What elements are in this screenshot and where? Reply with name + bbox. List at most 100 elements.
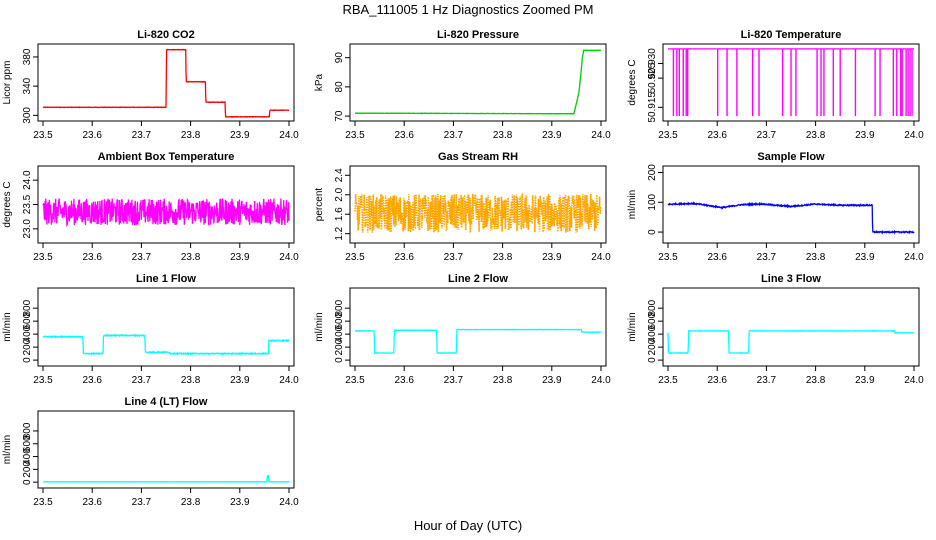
x-tick-label: 23.8 <box>181 375 201 386</box>
x-tick-label: 23.8 <box>493 252 513 263</box>
y-tick-label: 23.5 <box>22 194 33 214</box>
x-tick-label: 23.5 <box>33 497 53 508</box>
y-tick-label: 200 <box>334 338 345 355</box>
x-tick-label: 23.6 <box>82 375 102 386</box>
series-line <box>42 197 290 227</box>
panel-frame <box>37 410 295 489</box>
x-tick-label: 23.9 <box>230 497 250 508</box>
panel-4: Ambient Box Temperature degrees C 23.5 23.6… <box>2 151 299 263</box>
panel-ylabel: ml/min <box>627 190 638 219</box>
x-tick-label: 23.7 <box>444 375 464 386</box>
series-line <box>42 48 290 118</box>
y-tick-label: 80 <box>334 81 345 93</box>
x-tick-label: 23.5 <box>658 375 678 386</box>
x-tick-label: 23.6 <box>82 252 102 263</box>
panel-title: Li-820 Pressure <box>437 29 519 41</box>
panel-5: Gas Stream RH percent 23.5 23.6 23.7 23.8 23.9… <box>314 151 611 263</box>
x-tick-label: 23.6 <box>707 252 727 263</box>
x-tick-label: 23.8 <box>493 375 513 386</box>
y-tick-label: 2.0 <box>334 187 345 201</box>
y-tick-label: 200 <box>647 164 658 181</box>
panel-ylabel: ml/min <box>2 312 13 341</box>
y-tick-label: 800 <box>647 299 658 316</box>
y-tick-label: 0 <box>22 357 33 363</box>
y-tick-label: 0 <box>647 357 658 363</box>
x-tick-label: 24.0 <box>591 375 611 386</box>
y-tick-label: 800 <box>22 299 33 316</box>
x-tick-label: 23.9 <box>230 252 250 263</box>
series-line <box>667 329 914 354</box>
x-tick-label: 23.5 <box>33 130 53 141</box>
x-tick-label: 24.0 <box>591 130 611 141</box>
panel-ylabel: ml/min <box>2 435 13 464</box>
panel-ylabel: degrees C <box>2 181 13 227</box>
y-tick-label: 23.0 <box>22 219 33 239</box>
x-tick-label: 23.9 <box>542 252 562 263</box>
x-tick-label: 24.0 <box>279 375 299 386</box>
series-line <box>354 328 601 355</box>
x-tick-label: 23.5 <box>345 252 365 263</box>
panel-frame <box>349 287 607 367</box>
panel-frame <box>662 165 920 244</box>
x-tick-label: 23.9 <box>542 375 562 386</box>
panel-title: Line 2 Flow <box>448 273 508 285</box>
x-tick-label: 23.5 <box>33 252 53 263</box>
x-tick-label: 23.7 <box>757 252 777 263</box>
panel-10: Line 4 (LT) Flow ml/min 23.5 23.6 23.7 23.8 23… <box>2 396 299 508</box>
x-tick-label: 23.7 <box>444 130 464 141</box>
x-tick-label: 23.8 <box>181 252 201 263</box>
series-line <box>42 333 290 356</box>
x-tick-label: 23.5 <box>345 130 365 141</box>
panel-ylabel: Licor ppm <box>2 61 13 105</box>
x-tick-label: 23.6 <box>707 130 727 141</box>
y-tick-label: 2.4 <box>334 168 345 182</box>
x-tick-label: 24.0 <box>904 252 924 263</box>
x-tick-label: 23.9 <box>855 252 875 263</box>
y-tick-label: 400 <box>334 325 345 342</box>
x-tick-label: 23.7 <box>132 252 152 263</box>
panel-3: Li-820 Temperature degrees C 23.5 23.6 23.7 2… <box>627 29 924 141</box>
panel-ylabel: ml/min <box>627 312 638 341</box>
panel-7: Line 1 Flow ml/min 23.5 23.6 23.7 23.8 23.9 24.… <box>2 273 299 386</box>
x-tick-label: 23.9 <box>542 130 562 141</box>
panel-frame <box>349 43 607 122</box>
x-tick-label: 23.9 <box>230 130 250 141</box>
x-tick-label: 24.0 <box>279 252 299 263</box>
x-tick-label: 23.5 <box>33 375 53 386</box>
y-tick-label: 400 <box>22 448 33 465</box>
y-tick-label: 50.925 <box>647 62 658 93</box>
panel-frame <box>37 43 295 122</box>
y-tick-label: 300 <box>22 107 33 124</box>
panel-title: Line 1 Flow <box>136 273 196 285</box>
x-tick-label: 24.0 <box>904 130 924 141</box>
panel-ylabel: degrees C <box>627 59 638 105</box>
x-tick-label: 23.8 <box>493 130 513 141</box>
series-line <box>354 192 602 234</box>
x-tick-label: 23.5 <box>658 252 678 263</box>
panel-title: Line 4 (LT) Flow <box>125 396 208 408</box>
panel-frame <box>662 43 920 122</box>
y-tick-label: 400 <box>647 325 658 342</box>
x-tick-label: 23.7 <box>132 375 152 386</box>
x-tick-label: 23.6 <box>707 375 727 386</box>
panel-title: Line 3 Flow <box>761 273 821 285</box>
x-tick-label: 23.8 <box>806 252 826 263</box>
panel-frame <box>662 287 920 367</box>
x-tick-label: 23.9 <box>855 130 875 141</box>
y-tick-label: 600 <box>22 435 33 452</box>
x-tick-label: 23.7 <box>757 375 777 386</box>
figure-title: RBA_111005 1 Hz Diagnostics Zoomed PM <box>343 2 594 17</box>
y-tick-label: 24.0 <box>22 170 33 190</box>
y-tick-label: 1.6 <box>334 207 345 221</box>
x-tick-label: 23.9 <box>230 375 250 386</box>
x-tick-label: 23.8 <box>181 130 201 141</box>
y-tick-label: 600 <box>334 312 345 329</box>
x-tick-label: 23.8 <box>806 375 826 386</box>
x-tick-label: 24.0 <box>904 375 924 386</box>
x-tick-label: 23.6 <box>82 130 102 141</box>
x-tick-label: 24.0 <box>591 252 611 263</box>
series-line <box>667 201 915 235</box>
y-tick-label: 1.2 <box>334 226 345 240</box>
panel-ylabel: kPa <box>314 73 325 91</box>
